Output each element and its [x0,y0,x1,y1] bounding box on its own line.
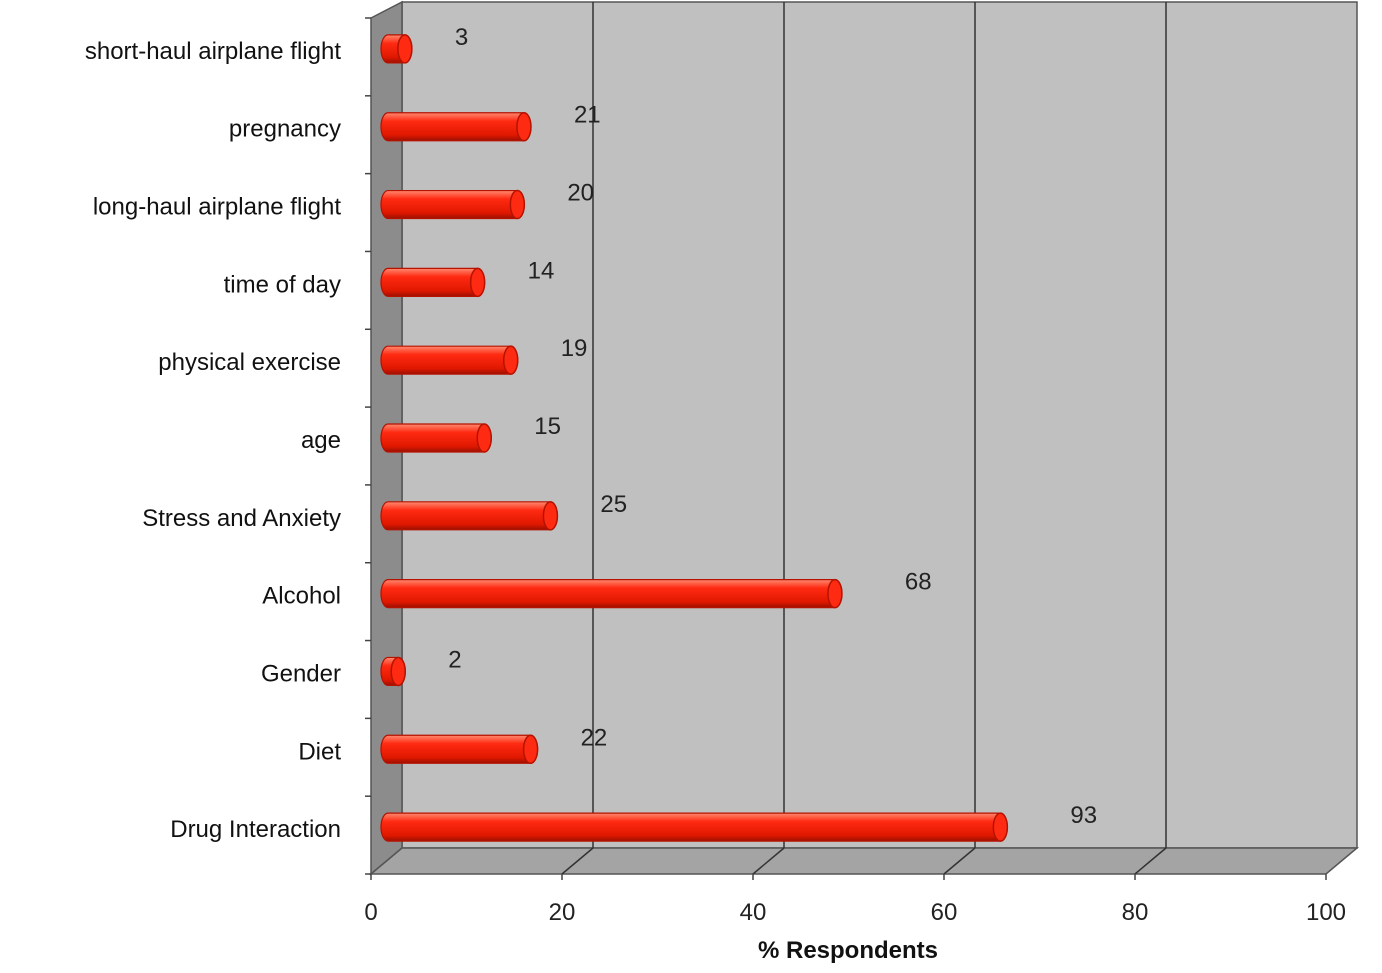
category-label: short-haul airplane flight [85,38,341,65]
bar [380,267,486,297]
bar-cap [992,812,1009,842]
bar-cap [509,189,526,220]
x-axis-ticks: 0 20 40 60 80 100 [364,874,1346,926]
bars [380,34,1009,842]
bar-cap [516,111,532,142]
category-label: long-haul airplane flight [93,194,342,221]
data-label: 14 [528,257,555,284]
bar-cap [542,501,559,531]
bar [380,501,558,531]
bar-cap [522,734,539,765]
data-label: 25 [600,491,627,518]
category-label: physical exercise [158,349,341,376]
category-label: Stress and Anxiety [142,505,341,532]
gridline-floor [752,847,785,875]
gridline-floor [561,847,594,875]
x-tick-label: 100 [1306,899,1346,926]
bar-cap [827,578,843,609]
data-label: 19 [561,335,588,362]
bar-cap [476,423,493,453]
bar [380,423,492,453]
bar-cap [502,345,519,375]
data-label: 3 [455,24,468,51]
category-label: Drug Interaction [170,816,341,843]
bar-cap [390,656,406,687]
x-tick-label: 40 [740,899,767,926]
bar [380,579,843,609]
category-label: Diet [298,738,341,765]
plot-area [365,0,1360,876]
bar [380,734,539,764]
bar [380,345,519,375]
bar-cap [469,267,486,298]
data-label: 21 [574,102,601,129]
category-label: time of day [224,271,341,298]
data-label: 20 [567,180,594,207]
x-tick-label: 60 [931,899,958,926]
category-label: age [301,427,341,454]
data-label: 22 [581,724,608,751]
gridline-floor [1134,847,1167,875]
data-label: 93 [1070,802,1097,829]
category-label: Gender [261,660,341,687]
category-label: pregnancy [229,116,341,143]
data-label: 2 [448,646,461,673]
x-tick-label: 20 [549,899,576,926]
bar [380,812,1008,842]
bar [380,112,532,142]
bar-cap [397,34,413,64]
plot-back-wall [401,1,1358,849]
x-tick-label: 80 [1122,899,1149,926]
data-label: 15 [534,413,561,440]
x-tick-label: 0 [364,899,377,926]
gridline-floor [943,847,976,875]
category-labels: short-haul airplane flight pregnancy long-… [85,38,341,843]
plot-floor [368,847,1360,875]
bar [380,189,525,220]
category-label: Alcohol [262,583,341,610]
x-axis-title: % Respondents [758,937,938,964]
gridlines [561,2,1167,875]
data-label: 68 [905,569,932,596]
